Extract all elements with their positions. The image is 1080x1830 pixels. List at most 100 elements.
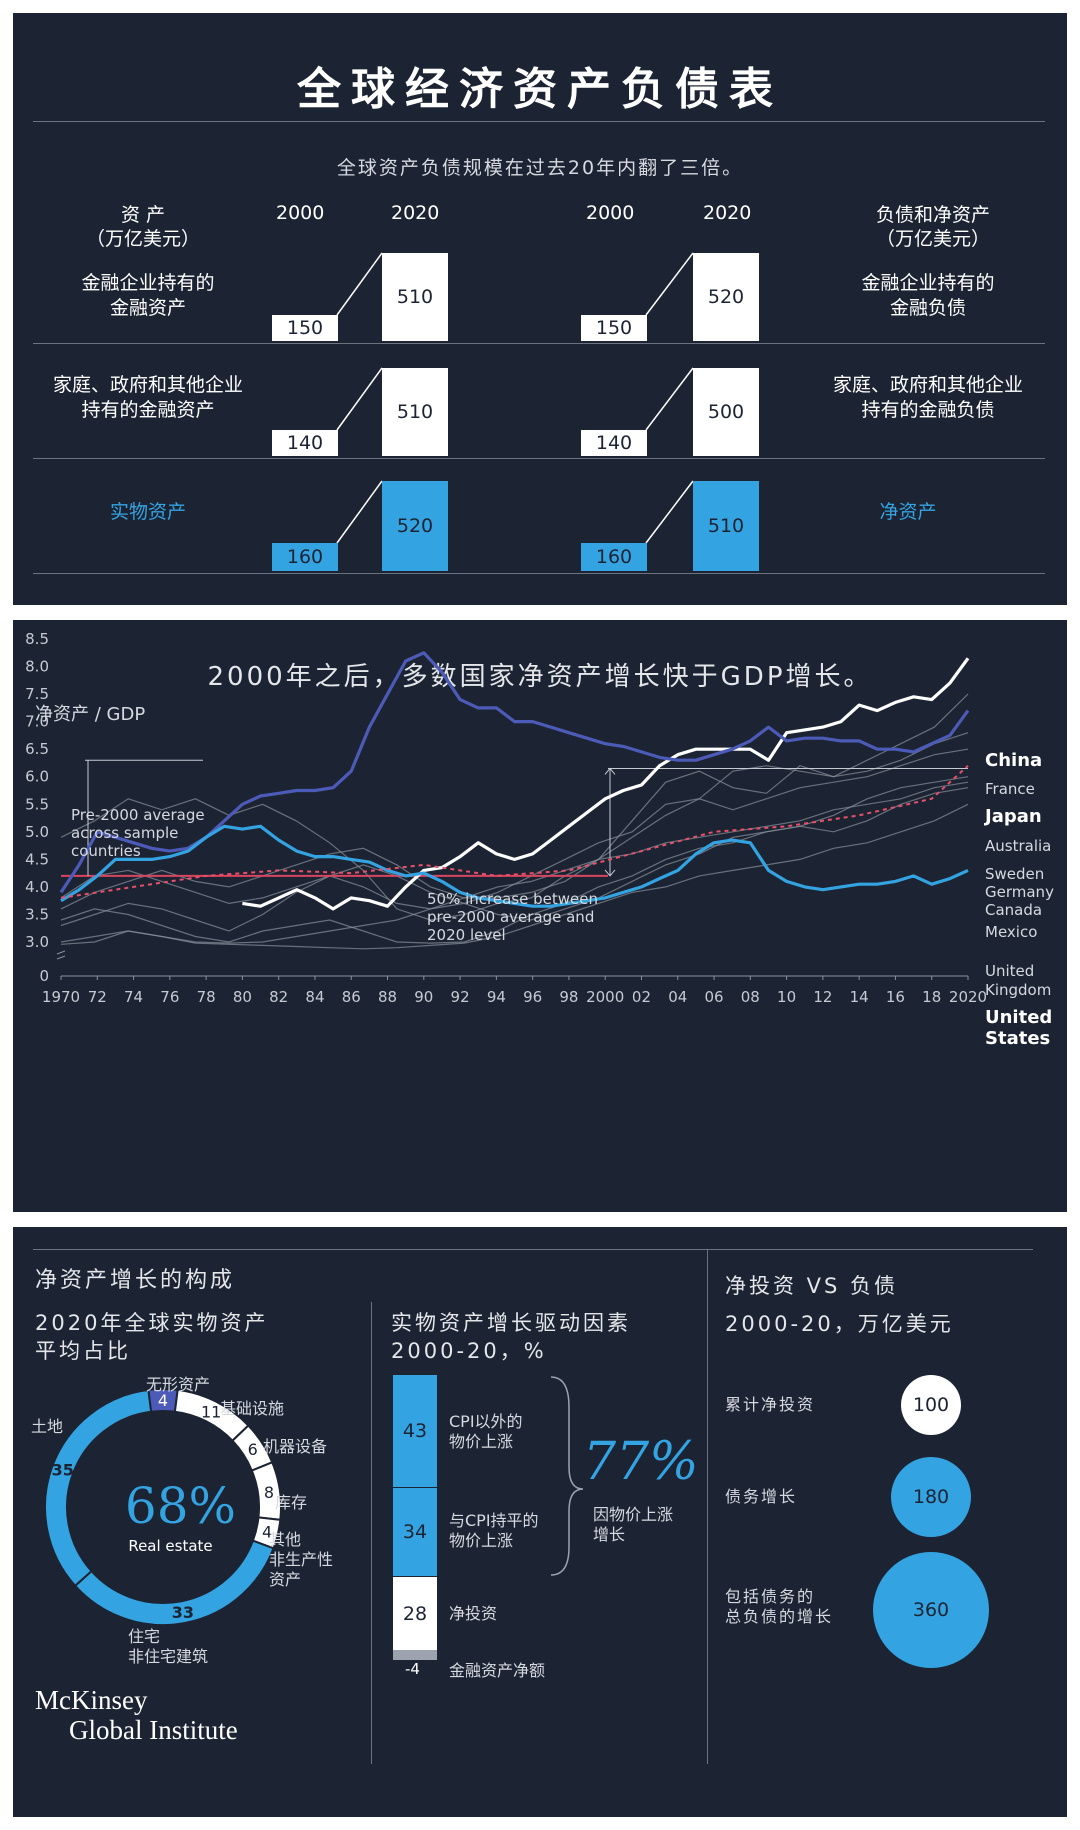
label-machinery: 机器设备 xyxy=(263,1437,328,1456)
d2-line2: 物价上涨 xyxy=(449,1531,514,1550)
row1-asset-2020: 510 xyxy=(382,253,448,341)
d1-line1: CPI以外的 xyxy=(449,1412,523,1431)
driver-label-financial: 金融资产净额 xyxy=(449,1661,546,1680)
x-tick-label: 10 xyxy=(777,988,796,1006)
row3-right-label: 净资产 xyxy=(879,501,937,523)
label-intangibles: 无形资产 xyxy=(146,1375,211,1394)
y-tick-label: 3.5 xyxy=(25,905,49,923)
row2-right-line1: 家庭、政府和其他企业 xyxy=(832,374,1023,396)
drivers-brace xyxy=(550,1376,584,1576)
y-tick-label: 5.5 xyxy=(25,795,49,813)
x-tick-label: 94 xyxy=(487,988,506,1006)
row1-liab-2020: 520 xyxy=(693,253,759,341)
pie-title-line1: 2020年全球实物资产 xyxy=(35,1311,269,1335)
x-tick-label: 72 xyxy=(88,988,107,1006)
section-divider-2 xyxy=(707,1249,708,1764)
row1-divider xyxy=(33,343,1045,344)
increase-line3: 2020 level xyxy=(427,926,506,944)
invest-title-line1: 净投资 VS 负债 xyxy=(725,1274,899,1298)
real-assets-donut-chart: 4 11 6 8 4 33 35 xyxy=(44,1388,282,1626)
drivers-total-label: 因物价上涨 增长 xyxy=(593,1505,673,1545)
increase-annotation: 50% increase between pre-2000 average an… xyxy=(427,890,598,944)
row3-liab-2000: 160 xyxy=(581,543,647,571)
drivers-title-line2: 2000-20，% xyxy=(391,1339,547,1363)
pre2000-line1: Pre-2000 average xyxy=(71,806,205,824)
x-tick-label: 82 xyxy=(269,988,288,1006)
row2-asset-2000: 140 xyxy=(272,430,338,456)
series-line-united-states xyxy=(60,824,969,908)
donut-center-value: 68% xyxy=(124,1477,237,1535)
legend-mexico: Mexico xyxy=(985,923,1038,941)
x-tick-label: 88 xyxy=(378,988,397,1006)
y-tick-label: 3.0 xyxy=(25,933,49,951)
row2-right-label: 家庭、政府和其他企业 持有的金融负债 xyxy=(803,373,1053,423)
invest-title: 净投资 VS 负债 2000-20，万亿美元 xyxy=(725,1267,954,1343)
y-tick-label: 7.0 xyxy=(25,713,49,731)
axis-break xyxy=(56,950,66,960)
res-line2: 非住宅建筑 xyxy=(128,1647,209,1666)
drivers-title-line1: 实物资产增长驱动因素 xyxy=(391,1311,631,1335)
other-country-line xyxy=(60,803,969,950)
driver-label-cpi-excess: CPI以外的 物价上涨 xyxy=(449,1412,523,1452)
row1-right-line1: 金融企业持有的 xyxy=(861,272,995,294)
legend-uk: United Kingdom xyxy=(985,962,1052,999)
res-line1: 住宅 xyxy=(128,1627,161,1646)
y-tick-label: 6.0 xyxy=(25,768,49,786)
legend-australia: Australia xyxy=(985,837,1052,855)
y-tick-label: 7.5 xyxy=(25,685,49,703)
section-divider-1 xyxy=(371,1302,372,1764)
assets-header-line1: 资 产 xyxy=(120,204,166,226)
donut-slice-value: 8 xyxy=(264,1483,274,1502)
other-country-line xyxy=(60,776,969,921)
other-country-line xyxy=(60,732,969,921)
x-tick-label: 2020 xyxy=(949,988,987,1006)
liab-header-line1: 负债和净资产 xyxy=(875,204,990,226)
y-tick-label: 4.5 xyxy=(25,850,49,868)
total-line1: 因物价上涨 xyxy=(593,1505,674,1524)
y-tick-label: 4.0 xyxy=(25,878,49,896)
label-land: 土地 xyxy=(31,1417,64,1436)
legend-china: China xyxy=(985,750,1043,771)
driver-bar-cpi-equal: 34 xyxy=(393,1488,437,1576)
pre2000-annotation: Pre-2000 average across sample countries xyxy=(71,806,205,860)
liab-header-line2: （万亿美元） xyxy=(875,228,990,250)
donut-slice-value: 33 xyxy=(172,1603,194,1622)
row2-left-line1: 家庭、政府和其他企业 xyxy=(52,374,243,396)
inv3-line2: 总负债的增长 xyxy=(725,1607,834,1626)
x-tick-label: 2000 xyxy=(586,988,624,1006)
increase-arrowheads xyxy=(604,767,616,877)
net-worth-chart-panel: 2000年之后，多数国家净资产增长快于GDP增长。 净资产 / GDP 0 3.0… xyxy=(13,620,1067,1212)
x-tick-label: 08 xyxy=(741,988,760,1006)
x-tick-label: 04 xyxy=(668,988,687,1006)
row3-liab-2020: 510 xyxy=(693,481,759,571)
other-country-line xyxy=(60,693,969,910)
driver-label-net-investment: 净投资 xyxy=(449,1604,498,1623)
increase-line2: pre-2000 average and xyxy=(427,908,595,926)
drivers-total-value: 77% xyxy=(583,1432,699,1492)
row3-asset-2020: 520 xyxy=(382,481,448,571)
invest-label-total: 包括债务的 总负债的增长 xyxy=(725,1587,833,1627)
legend-us: United States xyxy=(985,1007,1053,1049)
row2-divider xyxy=(33,458,1045,459)
x-tick-label: 90 xyxy=(414,988,433,1006)
logo-line1: McKinsey xyxy=(35,1685,148,1715)
row2-liab-2000: 140 xyxy=(581,430,647,456)
chart-ylabel: 净资产 / GDP xyxy=(35,704,146,725)
donut-slice-value: 4 xyxy=(262,1523,272,1542)
x-tick-label: 86 xyxy=(342,988,361,1006)
y-tick-label: 8.5 xyxy=(25,630,49,648)
inv3-line1: 包括债务的 xyxy=(725,1587,816,1606)
row1-left-label: 金融企业持有的 金融资产 xyxy=(23,271,273,321)
driver-bar-financial xyxy=(393,1650,437,1660)
row1-left-line1: 金融企业持有的 xyxy=(81,272,215,294)
y-tick-label: 5.0 xyxy=(25,823,49,841)
d2-line1: 与CPI持平的 xyxy=(449,1511,539,1530)
invest-label-net: 累计净投资 xyxy=(725,1395,816,1414)
donut-slice-value: 4 xyxy=(158,1391,168,1410)
logo-line2: Global Institute xyxy=(69,1715,238,1745)
row2-right-line2: 持有的金融负债 xyxy=(861,399,995,421)
donut-slice xyxy=(44,1388,153,1588)
x-tick-label: 02 xyxy=(632,988,651,1006)
x-tick-label: 96 xyxy=(523,988,542,1006)
row3-asset-2000: 160 xyxy=(272,543,338,571)
